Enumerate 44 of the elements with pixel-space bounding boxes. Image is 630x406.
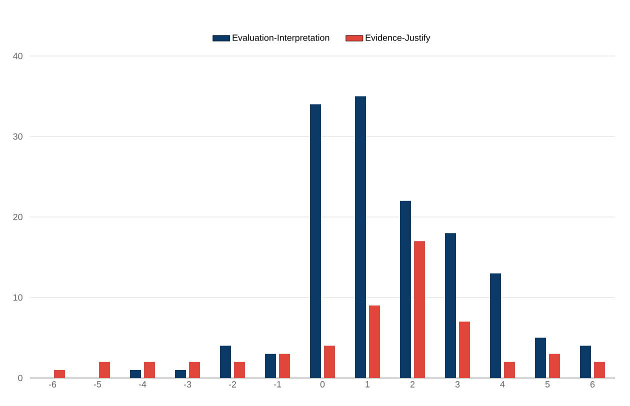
x-tick-label: -6 <box>48 381 56 388</box>
legend-label: Evaluation-Interpretation <box>232 34 330 43</box>
x-tick-label: 2 <box>410 381 415 388</box>
bar <box>234 362 246 378</box>
bar <box>445 233 456 378</box>
x-tick-label: 0 <box>320 381 325 388</box>
x-tick-label: -4 <box>138 381 146 388</box>
bar <box>324 346 336 378</box>
y-tick-label: 20 <box>13 214 22 220</box>
bar <box>279 354 290 378</box>
bar <box>369 306 380 378</box>
x-tick-label: -3 <box>184 381 192 388</box>
y-tick-label: 30 <box>13 133 22 140</box>
bar <box>144 362 155 378</box>
x-tick-label: -1 <box>274 381 282 388</box>
x-tick-label: 6 <box>590 381 595 388</box>
bar <box>594 362 606 378</box>
bar <box>535 338 546 378</box>
y-tick-label: 10 <box>14 294 22 301</box>
x-tick-label: -2 <box>228 381 236 388</box>
bar <box>414 241 426 378</box>
bar <box>310 104 322 378</box>
bar <box>54 370 65 378</box>
bar <box>220 346 231 378</box>
x-tick-label: 1 <box>366 381 370 388</box>
bar <box>355 96 366 378</box>
bar <box>175 370 186 378</box>
legend-label: Evidence-Justify <box>366 34 430 43</box>
x-tick-label: 4 <box>500 381 505 388</box>
bar <box>265 354 276 378</box>
bar <box>459 322 470 378</box>
x-tick-label: 5 <box>545 381 550 388</box>
bar <box>504 362 516 378</box>
y-tick-label: 0 <box>18 374 22 382</box>
x-tick-label: -5 <box>94 381 102 388</box>
bar <box>490 273 502 378</box>
bar <box>130 370 141 378</box>
bar <box>189 362 200 378</box>
bar <box>580 346 592 378</box>
bar <box>99 362 110 378</box>
bar <box>549 354 560 378</box>
x-tick-label: 3 <box>455 381 460 388</box>
bar <box>400 200 412 378</box>
y-tick-label: 40 <box>13 52 22 60</box>
